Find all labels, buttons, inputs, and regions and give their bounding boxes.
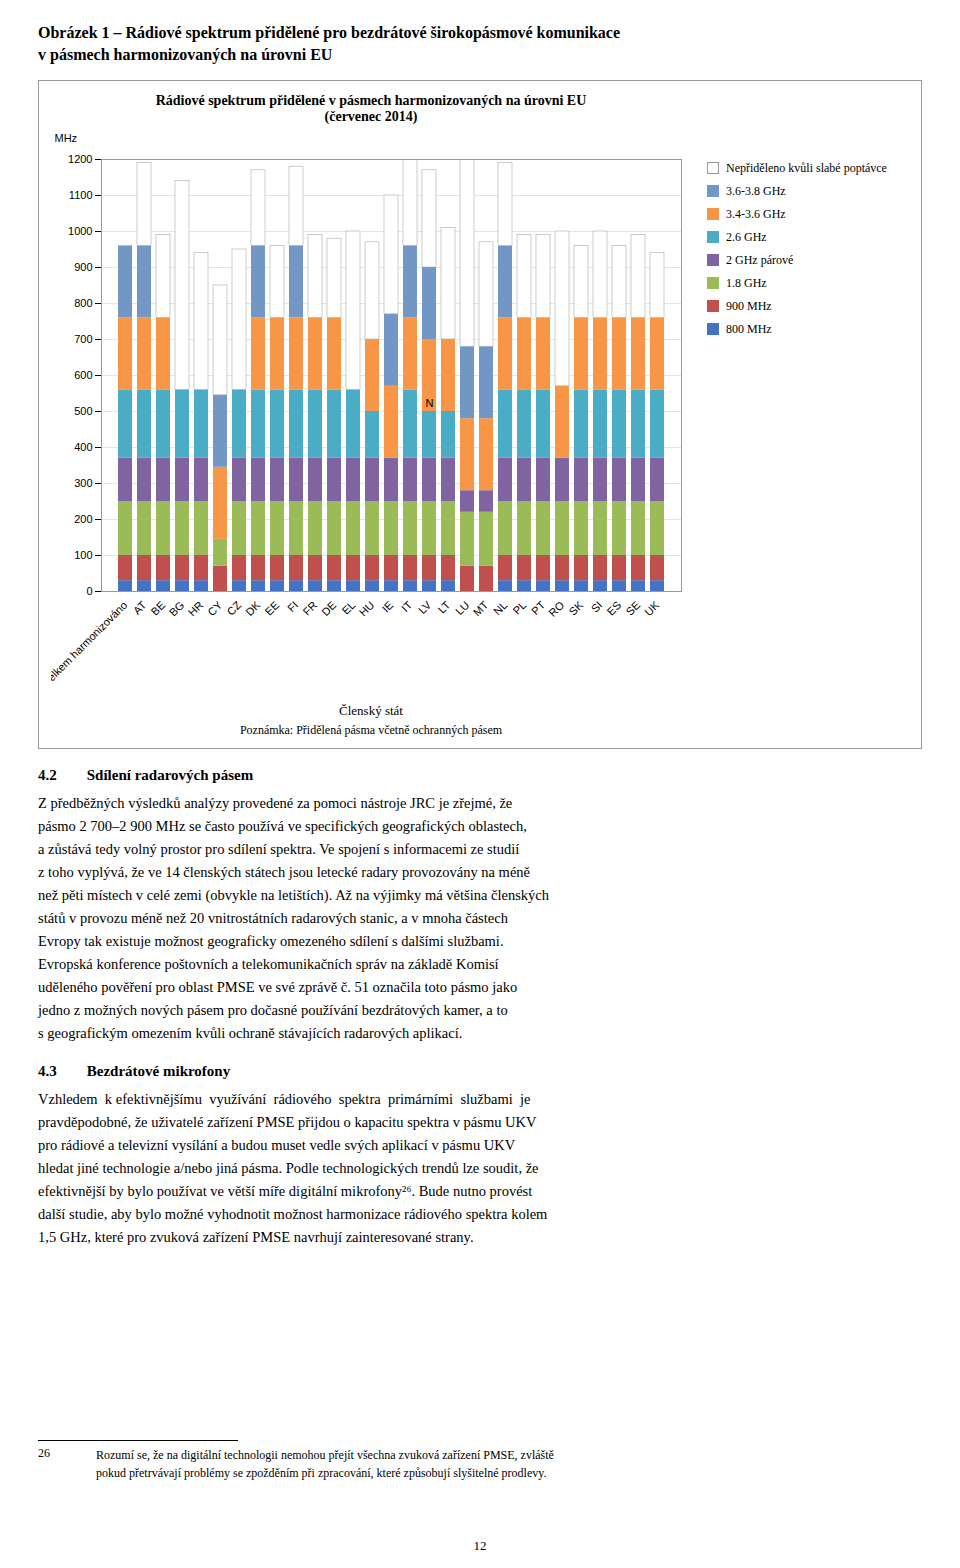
html-text:2.6 GHz: 2.6 GHz <box>726 230 767 244</box>
html-text:1.8 GHz: 1.8 GHz <box>726 276 767 290</box>
svg-text:ES: ES <box>605 599 624 618</box>
html-text:3.6-3.8 GHz: 3.6-3.8 GHz <box>726 184 786 198</box>
svg-text:LT: LT <box>435 599 452 616</box>
html-text:2 GHz párové: 2 GHz párové <box>726 253 794 267</box>
svg-text:1100: 1100 <box>69 189 93 201</box>
svg-text:FI: FI <box>285 599 300 614</box>
svg-text:IE: IE <box>380 599 396 615</box>
html-text:Poznámka: Přidělená pásma včet: Poznámka: Přidělená pásma včetně ochrann… <box>239 723 503 737</box>
svg-text:400: 400 <box>74 441 92 453</box>
svg-text:LU: LU <box>453 599 471 617</box>
svg-text:1200: 1200 <box>68 153 92 165</box>
svg-text:FR: FR <box>301 599 320 618</box>
svg-text:LV: LV <box>416 598 434 616</box>
svg-text:HR: HR <box>186 599 206 619</box>
html-text:Rádiové spektrum přidělené v p: Rádiové spektrum přidělené v pásmech har… <box>155 93 587 124</box>
svg-text:CZ: CZ <box>225 599 244 618</box>
svg-text:BG: BG <box>167 599 187 619</box>
html-text:4.3 Bezdrátové mikrofony: 4.3 Bezdrátové mikrofony <box>38 1063 231 1079</box>
svg-text:500: 500 <box>74 405 92 417</box>
html-text:Vzhledem k efektivnějšímu využ: Vzhledem k efektivnějšímu využívání rádi… <box>38 1091 548 1245</box>
svg-text:DK: DK <box>243 598 263 618</box>
html-text:900 MHz: 900 MHz <box>726 299 772 313</box>
html-text:12: 12 <box>473 1538 487 1553</box>
html-text:Nepřiděleno kvůli slabé poptáv: Nepřiděleno kvůli slabé poptávce <box>726 161 887 175</box>
svg-text:RO: RO <box>546 598 566 618</box>
svg-text:PL: PL <box>510 599 528 617</box>
svg-text:IT: IT <box>399 599 415 615</box>
svg-text:EE: EE <box>263 599 282 618</box>
svg-text:MT: MT <box>471 599 491 619</box>
svg-text:BE: BE <box>149 599 168 618</box>
svg-text:100: 100 <box>74 549 92 561</box>
svg-text:CY: CY <box>205 598 225 618</box>
svg-text:200: 200 <box>74 513 92 525</box>
svg-text:SI: SI <box>589 599 605 615</box>
svg-text:AT: AT <box>131 599 149 617</box>
html-text:800 MHz: 800 MHz <box>726 322 772 336</box>
svg-text:600: 600 <box>74 369 92 381</box>
svg-text:Celkem harmonizováno: Celkem harmonizováno <box>51 599 129 689</box>
html-text:3.4-3.6 GHz: 3.4-3.6 GHz <box>726 207 786 221</box>
svg-text:SK: SK <box>567 598 586 617</box>
svg-text:SE: SE <box>624 599 643 618</box>
svg-text:PT: PT <box>529 599 548 618</box>
html-text:Rozumí se, že na digitální tec: Rozumí se, že na digitální technologii n… <box>96 1448 554 1480</box>
svg-text:800: 800 <box>74 297 92 309</box>
svg-text:NL: NL <box>491 599 509 617</box>
svg-text:DE: DE <box>319 599 338 618</box>
html-text:4.2 Sdílení radarových pásem: 4.2 Sdílení radarových pásem <box>38 767 254 783</box>
svg-text:UK: UK <box>642 598 662 618</box>
html-text:Z předběžných výsledků analýzy: Z předběžných výsledků analýzy provedené… <box>38 795 549 1041</box>
html-text:Členský stát: Členský stát <box>339 703 403 718</box>
html-text:v pásmech harmonizovaných na ú: v pásmech harmonizovaných na úrovni EU <box>38 46 333 63</box>
svg-text:HU: HU <box>357 599 377 619</box>
svg-text:1000: 1000 <box>68 225 92 237</box>
svg-text:700: 700 <box>74 333 92 345</box>
svg-text:N: N <box>426 397 434 409</box>
html-text:26: 26 <box>38 1446 50 1460</box>
html-text:Obrázek 1 – Rádiové spektrum p: Obrázek 1 – Rádiové spektrum přidělené p… <box>38 24 621 41</box>
svg-text:0: 0 <box>86 585 92 597</box>
svg-text:EL: EL <box>339 599 357 617</box>
svg-text:MHz: MHz <box>55 132 78 144</box>
svg-text:300: 300 <box>74 477 92 489</box>
svg-text:900: 900 <box>74 261 92 273</box>
